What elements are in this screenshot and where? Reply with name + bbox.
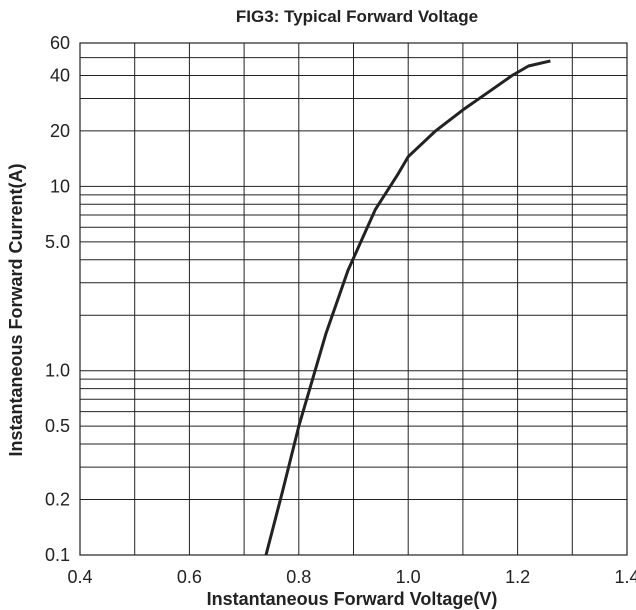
x-axis-ticks: 0.4 0.6 0.8 1.0 1.2 1.4 bbox=[67, 567, 636, 587]
grid bbox=[80, 43, 627, 555]
y-tick-label: 0.1 bbox=[45, 545, 70, 565]
chart-title: FIG3: Typical Forward Voltage bbox=[236, 7, 478, 26]
series-line bbox=[264, 59, 551, 556]
y-tick-label: 10 bbox=[50, 176, 70, 196]
y-tick-label: 1.0 bbox=[45, 361, 70, 381]
y-tick-label: 0.2 bbox=[45, 490, 70, 510]
x-tick-label: 1.0 bbox=[396, 567, 421, 587]
y-tick-label: 40 bbox=[50, 65, 70, 85]
x-tick-label: 0.8 bbox=[286, 567, 311, 587]
plot-frame bbox=[79, 42, 628, 556]
y-tick-label: 20 bbox=[50, 121, 70, 141]
y-tick-label: 0.5 bbox=[45, 416, 70, 436]
x-tick-label: 0.4 bbox=[67, 567, 92, 587]
y-tick-label: 60 bbox=[50, 33, 70, 53]
y-axis-ticks: 0.1 0.2 0.5 1.0 5.0 10 20 40 60 bbox=[45, 33, 70, 565]
y-axis-label: Instantaneous Forward Current(A) bbox=[6, 163, 26, 456]
x-axis-label: Instantaneous Forward Voltage(V) bbox=[207, 589, 498, 609]
y-tick-label: 5.0 bbox=[45, 232, 70, 252]
x-tick-label: 1.2 bbox=[505, 567, 530, 587]
x-tick-label: 1.4 bbox=[614, 567, 636, 587]
x-tick-label: 0.6 bbox=[177, 567, 202, 587]
